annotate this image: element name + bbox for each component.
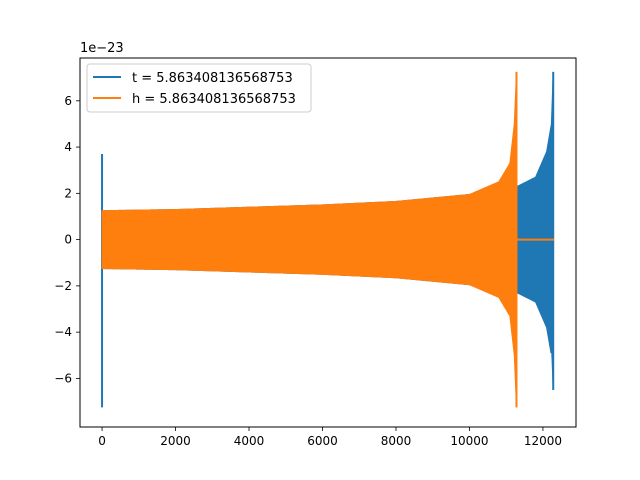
plot-region — [101, 71, 555, 408]
y-tick-label: 2 — [64, 186, 72, 200]
x-tick-label: 12000 — [524, 434, 562, 448]
x-tick-label: 0 — [98, 434, 106, 448]
x-tick-label: 6000 — [307, 434, 338, 448]
y-tick-label: −2 — [54, 279, 72, 293]
y-tick-label: 6 — [64, 94, 72, 108]
legend-box — [86, 63, 312, 113]
x-axis: 0 2000 4000 6000 8000 10000 12000 — [98, 427, 562, 448]
legend-label-t: t = 5.863408136568753 — [132, 71, 293, 86]
y-tick-label: 4 — [64, 140, 72, 154]
y-offset-text: 1e−23 — [80, 41, 124, 56]
y-tick-label: 0 — [64, 233, 72, 247]
y-tick-label: −6 — [54, 371, 72, 385]
x-tick-label: 10000 — [450, 434, 488, 448]
series-h-band — [101, 71, 517, 408]
y-tick-label: −4 — [54, 325, 72, 339]
axes-frame — [79, 57, 577, 428]
x-tick-label: 4000 — [234, 434, 265, 448]
x-tick-label: 8000 — [381, 434, 412, 448]
x-tick-label: 2000 — [160, 434, 191, 448]
y-axis: −6 −4 −2 0 2 4 6 — [54, 94, 80, 385]
legend-label-h: h = 5.863408136568753 — [132, 92, 296, 107]
legend: t = 5.863408136568753 h = 5.863408136568… — [86, 63, 312, 113]
